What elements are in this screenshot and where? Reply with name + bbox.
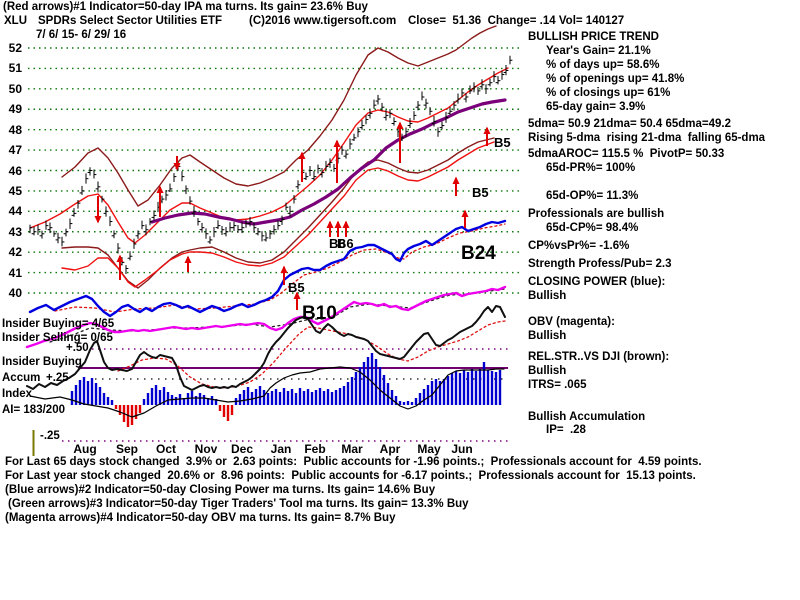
reference-lines [32,348,508,456]
obv-state: Bullish [528,330,567,342]
closing-power-title: CLOSING POWER (blue): [528,276,666,288]
month-tick-label: Sep [115,442,139,456]
accumulation-state: Bullish Accumulation [528,411,646,423]
month-tick-label: Dec [230,442,254,456]
month-tick-label: May [417,442,441,456]
stat-cp-vs-pr: CP%vsPr%= -1.6% [528,240,630,252]
price-tick-label: 44 [8,204,22,219]
stat-65d-cp: 65d-CP%= 98.4% [546,222,639,234]
month-tick-label: Aug [73,442,97,456]
price-tick-label: 42 [8,245,22,260]
signal-label: B24 [461,243,496,264]
closing-power-state: Bullish [528,290,567,302]
price-gridlines [28,47,520,294]
signal-line-red: (Red arrows)#1 Indicator=50-day IPA ma t… [3,1,368,13]
level-minus-25-label: -.25 [40,430,60,442]
price-tick-label: 41 [8,265,22,280]
stat-years-gain: Year's Gain= 21.1% [546,45,651,57]
month-tick-label: Feb [304,442,326,456]
footer-line-2: For Last year stock changed 20.6% or 8.9… [5,470,696,482]
price-tick-label: 43 [8,224,22,239]
obv-line [25,285,507,349]
signal-label: B6 [337,236,354,251]
footer-line-3: (Blue arrows)#2 Indicator=50-day Closing… [5,484,436,496]
price-tick-label: 51 [8,61,22,76]
stat-65day-gain: 65-day gain= 3.9% [546,101,646,113]
price-tick-label: 48 [8,122,22,137]
signal-arrows [94,121,491,310]
copyright: (C)2016 www.tigersoft.com [249,15,397,27]
price-tick-label: 52 [8,41,22,55]
signal-label: B5 [472,185,489,200]
indicator-lines [25,219,507,418]
signal-label: B6 [329,236,346,251]
footer-line-1: For Last 65 days stock changed 3.9% or 2… [5,456,702,468]
month-tick-label: Oct [155,442,177,456]
signal-label: B5 [494,135,511,150]
upper-band-inner-line [29,67,509,244]
insider-buying-ratio: Insider Buying= 4/65 [2,318,115,330]
closing-power-ma-line [54,223,506,313]
stat-65d-pr: 65d-PR%= 100% [546,162,636,174]
lower-band-outer-line [61,137,495,289]
insider-selling-ratio: Insider Selling= 0/65 [2,332,113,344]
itrs-value: ITRS= .065 [528,379,587,391]
accum-index-line-line [29,366,505,418]
footer-line-5: (Magenta arrows)#4 Indicator=50-day OBV … [5,512,396,524]
month-tick-label: Jan [270,442,292,456]
quote-line: Close= 51.36 Change= .14 Vol= 140127 [408,15,625,27]
security-name: SPDRs Select Sector Utilities ETF [38,15,223,27]
footer-line-4: (Green arrows)#3 Indicator=50-day Tiger … [8,498,469,510]
month-tick-label: Mar [341,442,363,456]
stat-days-up: % of days up= 58.6% [546,59,660,71]
level-plus-25-label: +.25 [46,372,69,384]
stat-openings-up: % of openings up= 41.8% [546,73,685,85]
ticker-symbol: XLU [4,15,27,27]
stat-aroc-pivot: 5dmaAROC= 115.5 % PivotP= 50.33 [528,148,725,160]
index-label: Index [2,388,33,400]
month-tick-label: Apr [379,442,401,456]
price-tick-label: 49 [8,102,22,117]
signal-label: B10 [302,303,337,324]
month-tick-label: Nov [194,442,218,456]
accumulation-histogram [70,353,502,427]
relstr-state: Bullish [528,365,567,377]
signal-label: B5 [288,280,305,295]
lower-band-inner-line [61,141,495,288]
stat-closings-up: % of closings up= 61% [546,87,671,99]
relstr-vs-dji-line [26,305,506,391]
closing-power-line [28,219,507,318]
ip-value: IP= .28 [546,424,586,436]
stat-professionals: Professionals are bullish [528,208,665,220]
accum-label: Accum [2,372,41,384]
relstr-ma-line [117,320,506,389]
month-tick-label: Jun [451,442,473,456]
obv-title: OBV (magenta): [528,316,615,328]
price-tick-label: 46 [8,163,22,178]
level-plus-50-label: +.50 [66,342,89,354]
relstr-title: REL.STR..VS DJI (brown): [528,351,670,363]
price-tick-label: 45 [8,183,22,198]
upper-band-outer-line [61,25,497,207]
stat-dma-trend: Rising 5-dma rising 21-dma falling 65-dm… [528,132,766,144]
date-range: 7/ 6/ 15- 6/ 29/ 16 [36,29,127,41]
stat-65d-op: 65d-OP%= 11.3% [546,190,639,202]
trend-headline: BULLISH PRICE TREND [528,31,659,43]
ai-ratio: AI= 183/200 [2,404,65,416]
price-tick-label: 40 [8,286,22,300]
stat-strength: Strength Profess/Pub= 2.3 [528,258,672,270]
price-tick-label: 47 [8,143,22,158]
price-tick-label: 50 [8,81,22,96]
insider-buying-label: Insider Buying [2,356,82,368]
stat-dmas: 5dma= 50.9 21dma= 50.4 65dma=49.2 [528,118,731,130]
price-bands [29,25,509,289]
